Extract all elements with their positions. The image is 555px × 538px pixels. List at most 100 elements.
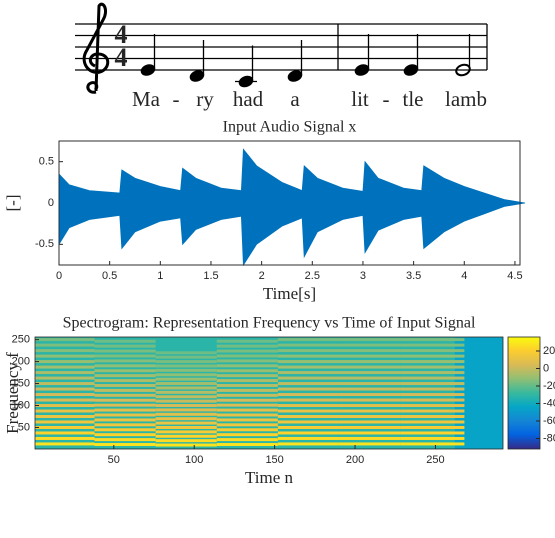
harmonic [94, 413, 156, 417]
harmonic [277, 387, 339, 391]
harmonic [216, 428, 278, 432]
harmonic [94, 339, 156, 343]
harmonic [94, 438, 156, 442]
harmonic [277, 365, 339, 369]
y-axis-label: Frequency f [3, 352, 22, 434]
harmonic [338, 436, 401, 440]
harmonic [216, 413, 278, 417]
harmonic [216, 398, 278, 402]
harmonic [338, 382, 401, 386]
harmonic [216, 359, 278, 363]
harmonic [35, 343, 95, 347]
lyric: Ma [132, 87, 161, 111]
harmonic [277, 393, 339, 397]
lyric: - [383, 87, 390, 111]
harmonic [216, 379, 278, 383]
harmonic [216, 433, 278, 437]
harmonic [277, 431, 339, 435]
colorbar-tick-label: 20 [543, 345, 555, 357]
harmonic [94, 423, 156, 427]
harmonic [277, 409, 339, 413]
harmonic [277, 382, 339, 386]
x-tick-label: 100 [185, 454, 203, 466]
harmonic [216, 438, 278, 442]
harmonic [35, 398, 95, 402]
harmonic [400, 343, 465, 347]
harmonic [400, 442, 465, 446]
harmonic [338, 376, 401, 380]
harmonic [155, 390, 217, 394]
harmonic [94, 418, 156, 422]
harmonic [338, 409, 401, 413]
y-tick-label: 250 [12, 334, 30, 346]
x-tick-label: 4.5 [507, 270, 522, 282]
harmonic [400, 431, 465, 435]
harmonic [155, 421, 217, 425]
harmonic [338, 431, 401, 435]
harmonic [155, 412, 217, 416]
harmonic [35, 376, 95, 380]
harmonic [277, 354, 339, 358]
harmonic [338, 425, 401, 429]
harmonic [400, 349, 465, 353]
harmonic [216, 339, 278, 343]
harmonic [94, 408, 156, 412]
harmonic [277, 338, 339, 342]
x-tick-label: 0 [56, 270, 62, 282]
x-tick-label: 4 [461, 270, 467, 282]
harmonic [94, 364, 156, 368]
colorbar-tick-label: -40 [543, 397, 555, 409]
harmonic [155, 373, 217, 377]
harmonic [216, 383, 278, 387]
colorbar [507, 336, 541, 450]
harmonic [94, 428, 156, 432]
harmonic [35, 365, 95, 369]
harmonic [35, 360, 95, 364]
harmonic [277, 425, 339, 429]
harmonic [35, 382, 95, 386]
chart-title: Input Audio Signal x [223, 119, 357, 136]
colorbar-tick-label: -60 [543, 415, 555, 427]
note-head [287, 70, 303, 82]
harmonic [400, 420, 465, 424]
harmonic [400, 398, 465, 402]
note-head [354, 64, 370, 76]
time-signature: 4 [115, 43, 128, 72]
harmonic [94, 354, 156, 358]
harmonic [216, 364, 278, 368]
harmonic [338, 349, 401, 353]
harmonic [400, 360, 465, 364]
harmonic [338, 365, 401, 369]
colorbar-tick-label: -20 [543, 380, 555, 392]
harmonic [35, 409, 95, 413]
harmonic [155, 425, 217, 429]
harmonic [155, 439, 217, 443]
harmonic [94, 369, 156, 373]
harmonic [400, 404, 465, 408]
harmonic [35, 354, 95, 358]
y-tick-label: 100 [12, 399, 30, 411]
note-head [140, 64, 156, 76]
y-tick-label: -0.5 [35, 238, 54, 250]
x-tick-label: 250 [426, 454, 444, 466]
harmonic [216, 423, 278, 427]
harmonic [338, 442, 401, 446]
harmonic [338, 343, 401, 347]
harmonic [35, 393, 95, 397]
harmonic [94, 433, 156, 437]
harmonic [400, 414, 465, 418]
harmonic [338, 338, 401, 342]
y-tick-label: 200 [12, 356, 30, 368]
charts: 0 0.5 1 1.5 2 2.5 3 3.5 4 4.5 -0.5 0 0.5 Input Audio … [3, 119, 555, 487]
lyrics: Ma - ry had a lit - tle lamb [132, 87, 487, 111]
harmonic [94, 359, 156, 363]
x-tick-label: 1 [157, 270, 163, 282]
harmonic [400, 382, 465, 386]
harmonic [155, 360, 217, 364]
harmonic [216, 369, 278, 373]
x-tick-label: 0.5 [102, 270, 117, 282]
harmonic [400, 436, 465, 440]
axes-box [34, 336, 504, 450]
harmonic [338, 387, 401, 391]
lyric: - [173, 87, 180, 111]
